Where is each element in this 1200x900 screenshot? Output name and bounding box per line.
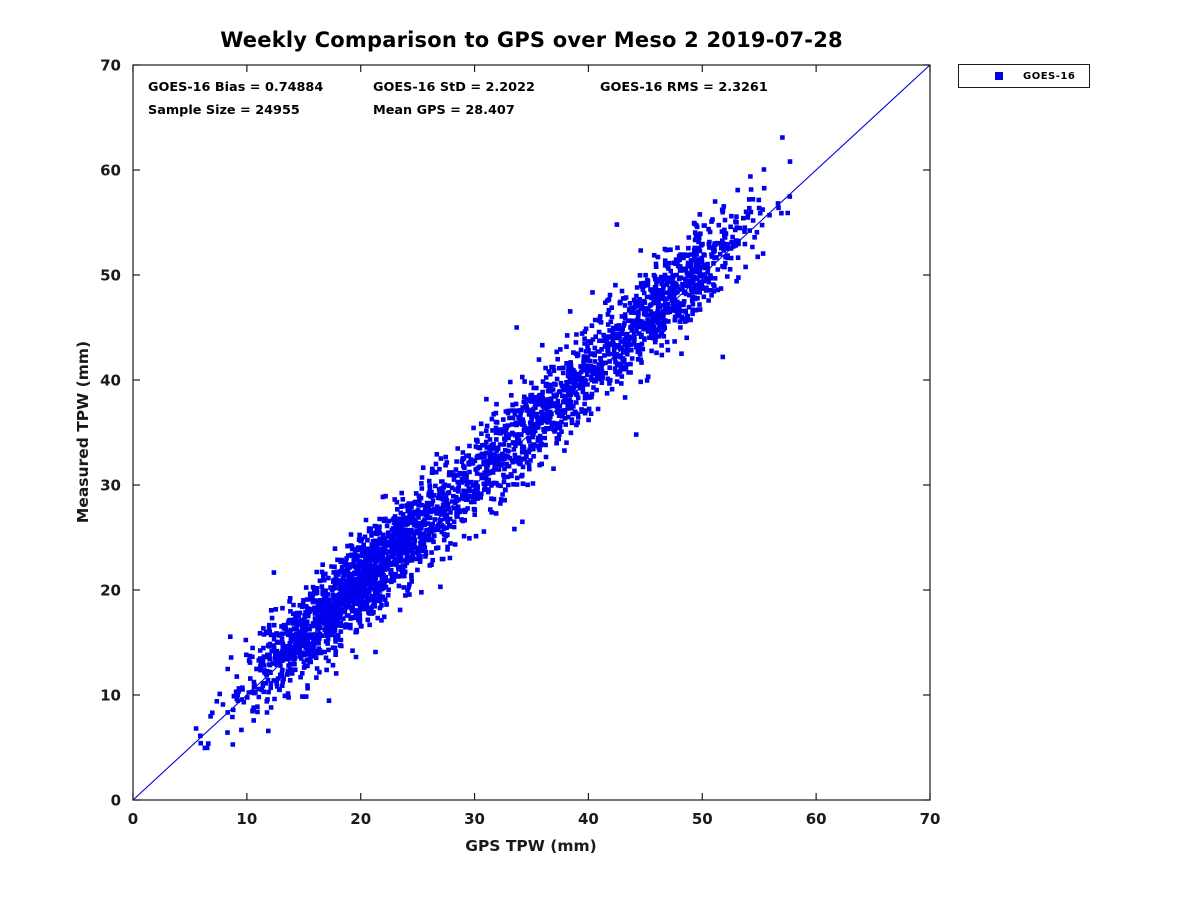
svg-text:70: 70 — [920, 810, 941, 828]
y-axis-label: Measured TPW (mm) — [74, 341, 92, 523]
x-axis-label: GPS TPW (mm) — [465, 837, 597, 855]
tick-labels-layer: 0 10 20 30 40 50 60 70 0 10 20 30 40 50 60 70 — [100, 57, 940, 829]
scatter-points-layer — [193, 135, 793, 751]
svg-text:20: 20 — [100, 582, 121, 600]
scatter-points — [193, 135, 793, 751]
plot-frame — [132, 64, 931, 801]
stat-sample-size: Sample Size = 24955 — [148, 103, 300, 118]
svg-text:70: 70 — [100, 57, 121, 75]
svg-text:10: 10 — [100, 687, 121, 705]
svg-text:60: 60 — [100, 162, 121, 180]
svg-text:40: 40 — [100, 372, 121, 390]
stat-mean-gps: Mean GPS = 28.407 — [373, 103, 515, 118]
svg-text:20: 20 — [350, 810, 371, 828]
legend: GOES-16 — [958, 64, 1090, 88]
svg-text:10: 10 — [236, 810, 257, 828]
identity-line-layer — [132, 64, 931, 801]
stat-rms: GOES-16 RMS = 2.3261 — [600, 80, 768, 95]
legend-label: GOES-16 — [1023, 70, 1076, 82]
identity-line — [132, 64, 931, 801]
svg-text:40: 40 — [578, 810, 599, 828]
chart-title: Weekly Comparison to GPS over Meso 2 201… — [220, 28, 843, 52]
stat-std: GOES-16 StD = 2.2022 — [373, 80, 535, 95]
svg-text:50: 50 — [100, 267, 121, 285]
legend-marker-square-icon — [995, 72, 1003, 80]
svg-text:30: 30 — [464, 810, 485, 828]
svg-text:50: 50 — [692, 810, 713, 828]
svg-text:30: 30 — [100, 477, 121, 495]
svg-text:60: 60 — [806, 810, 827, 828]
svg-text:0: 0 — [128, 810, 138, 828]
stat-bias: GOES-16 Bias = 0.74884 — [148, 80, 324, 95]
svg-text:0: 0 — [111, 792, 121, 810]
